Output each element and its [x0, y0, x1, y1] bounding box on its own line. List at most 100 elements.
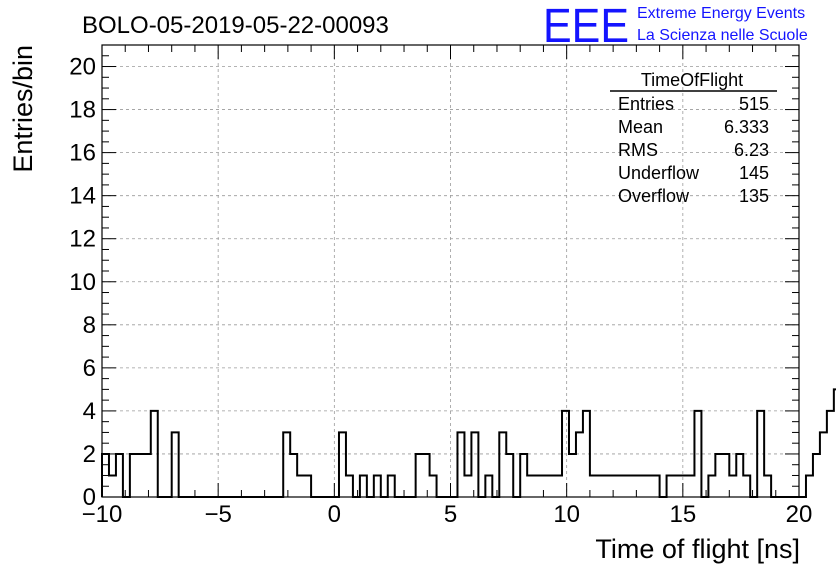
y-tick-label: 14 [69, 183, 96, 210]
x-tick-label: 0 [328, 501, 341, 528]
eee-logo-line1: Extreme Energy Events [637, 5, 805, 22]
histogram-bin [681, 475, 688, 497]
histogram-bin [625, 475, 632, 497]
stats-label: RMS [618, 140, 658, 160]
histogram-bin [736, 454, 743, 497]
histogram-bin [743, 475, 750, 497]
axis-ticks [101, 44, 800, 498]
stats-value: 6.23 [734, 140, 769, 160]
stats-label: Overflow [618, 186, 690, 206]
histogram-bin [820, 432, 827, 497]
histogram-bin [715, 454, 722, 497]
y-tick-label: 4 [83, 398, 96, 425]
x-tick-labels: −10 −5 0 5 10 15 20 [82, 501, 813, 528]
histogram-bin [604, 475, 611, 497]
x-tick-label: −5 [204, 501, 231, 528]
histogram-bin [632, 475, 639, 497]
chart-title: BOLO-05-2019-05-22-00093 [82, 12, 389, 39]
histogram-bin [290, 454, 297, 497]
stats-value: 145 [739, 163, 769, 183]
eee-logo-line2: La Scienza nelle Scuole [637, 27, 808, 44]
stats-label: Entries [618, 94, 674, 114]
y-tick-label: 10 [69, 269, 96, 296]
x-tick-label: 10 [553, 501, 580, 528]
histogram-outline [101, 388, 836, 498]
stats-value: 515 [739, 94, 769, 114]
histogram-bin [339, 432, 346, 497]
histogram-bin [388, 475, 395, 497]
histogram-bin [576, 432, 583, 497]
histogram-bin [297, 475, 304, 497]
stats-box: TimeOfFlight Entries 515 Mean 6.333 RMS 6.23 U… [610, 70, 777, 206]
histogram-bin [423, 454, 430, 497]
histogram-bin [130, 454, 137, 497]
y-tick-label: 18 [69, 97, 96, 124]
histogram-bin [667, 475, 674, 497]
histogram-bin [611, 475, 618, 497]
histogram-bin [813, 454, 820, 497]
y-tick-label: 12 [69, 226, 96, 253]
stats-label: Mean [618, 117, 663, 137]
histogram-bin [116, 454, 123, 497]
histogram-bin [471, 432, 478, 497]
stats-box-title: TimeOfFlight [641, 70, 743, 90]
histogram-bin [618, 475, 625, 497]
histogram-bin [416, 454, 423, 497]
histogram-bin [569, 454, 576, 497]
histogram-bin [548, 475, 555, 497]
histogram-bin [534, 475, 541, 497]
histogram-bin [555, 475, 562, 497]
stats-label: Underflow [618, 163, 700, 183]
eee-logo-mark: EEE [543, 0, 629, 53]
histogram-bin [806, 475, 813, 497]
grid-lines [101, 45, 800, 498]
y-tick-label: 6 [83, 355, 96, 382]
y-tick-label: 0 [83, 484, 96, 511]
histogram-bin [527, 475, 534, 497]
histogram-bin [764, 475, 771, 497]
histogram-bars [101, 388, 836, 498]
stats-value: 135 [739, 186, 769, 206]
histogram-bin [646, 475, 653, 497]
histogram-bin [430, 475, 437, 497]
histogram-bin [722, 454, 729, 497]
histogram-bin [506, 454, 513, 497]
stats-value: 6.333 [724, 117, 769, 137]
histogram-bin [520, 454, 527, 497]
histogram-bin [464, 475, 471, 497]
histogram-bin [374, 475, 381, 497]
histogram-bin [109, 475, 116, 497]
y-tick-label: 20 [69, 54, 96, 81]
y-tick-label: 16 [69, 140, 96, 167]
histogram-bin [653, 475, 660, 497]
histogram-bin [590, 475, 597, 497]
histogram-bin [827, 411, 834, 497]
y-axis-label: Entries/bin [8, 45, 38, 173]
histogram-bin [172, 432, 179, 497]
histogram-bin [457, 432, 464, 497]
histogram-bin [541, 475, 548, 497]
x-tick-label: −10 [82, 501, 123, 528]
histogram-bin [304, 475, 311, 497]
y-tick-label: 8 [83, 312, 96, 339]
histogram-bin [708, 475, 715, 497]
x-tick-label: 15 [669, 501, 696, 528]
histogram-bin [674, 475, 681, 497]
histogram-bin [639, 475, 646, 497]
eee-logo: EEE Extreme Energy Events La Scienza nel… [543, 0, 808, 53]
histogram-bin [283, 432, 290, 497]
histogram-bin [346, 475, 353, 497]
histogram-bin [499, 432, 506, 497]
histogram-bin [687, 475, 694, 497]
histogram-bin [144, 454, 151, 497]
y-tick-labels: 0 2 4 6 8 10 12 14 16 18 20 [69, 54, 96, 511]
histogram-bin [597, 475, 604, 497]
histogram-bin [729, 475, 736, 497]
histogram-bin [137, 454, 144, 497]
x-tick-label: 5 [444, 501, 457, 528]
histogram-bin [485, 475, 492, 497]
x-axis-label: Time of flight [ns] [595, 534, 800, 564]
y-tick-label: 2 [83, 441, 96, 468]
histogram-bin [360, 475, 367, 497]
